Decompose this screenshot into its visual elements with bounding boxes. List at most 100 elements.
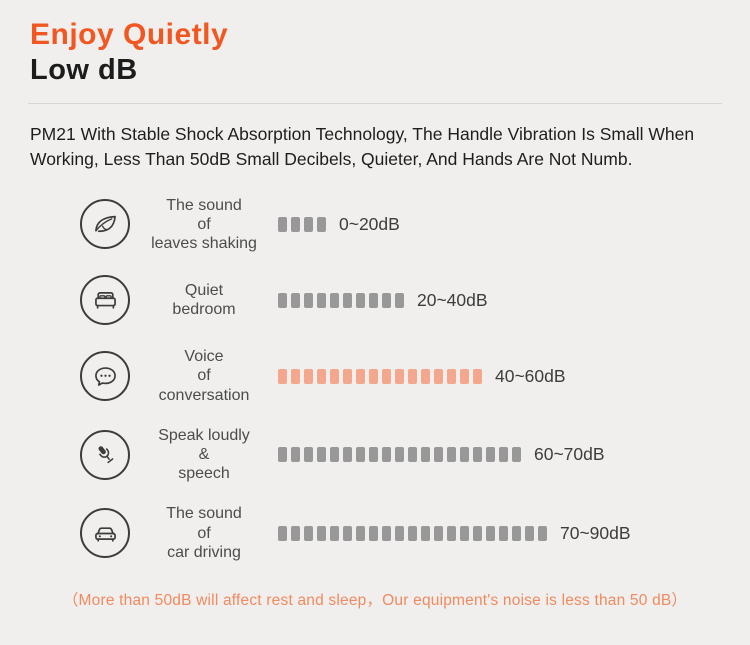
decibel-bar bbox=[278, 525, 287, 541]
decibel-bar bbox=[408, 525, 417, 541]
decibel-bar bbox=[304, 447, 313, 463]
decibel-bar bbox=[421, 525, 430, 541]
decibel-bar bbox=[460, 368, 469, 384]
microphone-icon bbox=[92, 441, 119, 468]
decibel-bar bbox=[330, 292, 339, 308]
decibel-bar bbox=[317, 525, 326, 541]
decibel-bar bbox=[369, 368, 378, 384]
decibel-bars bbox=[278, 447, 521, 463]
decibel-bar bbox=[317, 216, 326, 232]
decibel-bar bbox=[278, 292, 287, 308]
noise-level-row: The sound of car driving 70~90dB bbox=[80, 504, 750, 562]
decibel-bar bbox=[369, 292, 378, 308]
decibel-bar bbox=[499, 447, 508, 463]
decibel-range: 60~70dB bbox=[534, 444, 605, 465]
decibel-bars bbox=[278, 216, 326, 232]
decibel-bar bbox=[304, 216, 313, 232]
divider bbox=[28, 103, 722, 104]
description-text: PM21 With Stable Shock Absorption Techno… bbox=[30, 124, 695, 169]
row-icon-circle bbox=[80, 199, 130, 250]
decibel-bar bbox=[343, 447, 352, 463]
page-title: Enjoy Quietly bbox=[30, 18, 229, 51]
decibel-range: 0~20dB bbox=[339, 213, 400, 234]
decibel-bar bbox=[330, 368, 339, 384]
decibel-bar bbox=[408, 368, 417, 384]
decibel-bar bbox=[291, 525, 300, 541]
decibel-bar bbox=[291, 216, 300, 232]
decibel-bar bbox=[499, 525, 508, 541]
decibel-bar bbox=[460, 447, 469, 463]
decibel-bar bbox=[382, 368, 391, 384]
decibel-bar bbox=[382, 525, 391, 541]
decibel-range: 40~60dB bbox=[495, 365, 566, 386]
footer-note: （More than 50dB will affect rest and sle… bbox=[62, 591, 688, 609]
decibel-bar bbox=[447, 368, 456, 384]
decibel-bar bbox=[473, 447, 482, 463]
row-label: Quiet bedroom bbox=[172, 282, 236, 319]
decibel-bar bbox=[421, 447, 430, 463]
leaf-icon bbox=[92, 211, 119, 238]
decibel-bars bbox=[278, 292, 404, 308]
decibel-range: 70~90dB bbox=[560, 522, 631, 543]
page-subtitle: Low dB bbox=[30, 54, 138, 86]
bed-icon bbox=[92, 287, 119, 314]
row-icon-circle bbox=[80, 275, 130, 326]
decibel-bar bbox=[343, 368, 352, 384]
decibel-bar bbox=[330, 447, 339, 463]
row-icon-circle bbox=[80, 508, 130, 559]
row-label: Speak loudly & speech bbox=[158, 426, 250, 483]
header: Enjoy Quietly Low dB bbox=[0, 0, 750, 87]
decibel-bar bbox=[434, 368, 443, 384]
decibel-bar bbox=[356, 292, 365, 308]
decibel-bar bbox=[304, 292, 313, 308]
decibel-bar bbox=[369, 447, 378, 463]
decibel-bar bbox=[330, 525, 339, 541]
decibel-bar bbox=[473, 368, 482, 384]
decibel-bar bbox=[447, 447, 456, 463]
decibel-bar bbox=[317, 447, 326, 463]
decibel-bar bbox=[486, 525, 495, 541]
noise-level-row: Voice of conversation 40~60dB bbox=[80, 347, 750, 405]
chat-bubble-icon bbox=[92, 363, 119, 390]
decibel-bar bbox=[395, 447, 404, 463]
decibel-bar bbox=[525, 525, 534, 541]
car-icon bbox=[92, 520, 119, 547]
decibel-bar bbox=[434, 447, 443, 463]
decibel-bar bbox=[408, 447, 417, 463]
decibel-bar bbox=[395, 292, 404, 308]
decibel-bar bbox=[291, 368, 300, 384]
row-label: The sound of car driving bbox=[166, 505, 242, 561]
decibel-bar bbox=[356, 368, 365, 384]
decibel-bar bbox=[291, 447, 300, 463]
decibel-bar bbox=[486, 447, 495, 463]
decibel-bar bbox=[421, 368, 430, 384]
decibel-bar bbox=[512, 525, 521, 541]
row-label: The sound of leaves shaking bbox=[151, 196, 257, 253]
decibel-bar bbox=[304, 368, 313, 384]
decibel-bar bbox=[395, 525, 404, 541]
decibel-bar bbox=[473, 525, 482, 541]
decibel-bar bbox=[343, 292, 352, 308]
decibel-bar bbox=[278, 447, 287, 463]
decibel-bar bbox=[304, 525, 313, 541]
decibel-bar bbox=[278, 216, 287, 232]
decibel-bar bbox=[317, 368, 326, 384]
decibel-bars bbox=[278, 525, 547, 541]
decibel-bars bbox=[278, 368, 482, 384]
row-icon-circle bbox=[80, 429, 130, 480]
decibel-bar bbox=[382, 292, 391, 308]
decibel-bar bbox=[369, 525, 378, 541]
noise-level-row: Speak loudly & speech 60~70dB bbox=[80, 426, 750, 484]
decibel-bar bbox=[434, 525, 443, 541]
decibel-bar bbox=[356, 447, 365, 463]
decibel-bar bbox=[512, 447, 521, 463]
decibel-bar bbox=[447, 525, 456, 541]
noise-level-list: The sound of leaves shaking 0~20dB Quiet… bbox=[80, 196, 750, 562]
decibel-bar bbox=[278, 368, 287, 384]
row-icon-circle bbox=[80, 351, 130, 402]
decibel-bar bbox=[356, 525, 365, 541]
decibel-bar bbox=[382, 447, 391, 463]
row-label: Voice of conversation bbox=[158, 348, 250, 404]
noise-level-row: Quiet bedroom 20~40dB bbox=[80, 274, 750, 326]
